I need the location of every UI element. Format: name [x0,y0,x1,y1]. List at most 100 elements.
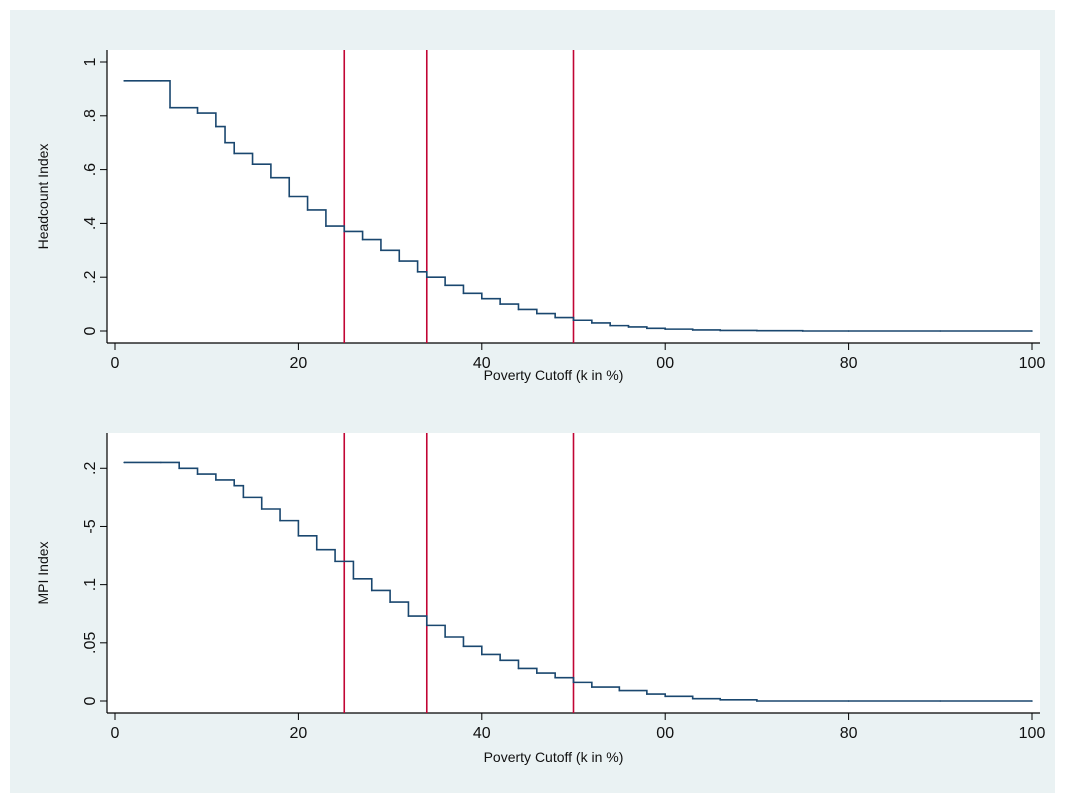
data-point [425,624,428,627]
data-point [343,230,346,233]
x-tick-label: 00 [656,355,674,372]
y-axis-title: MPI Index [35,541,51,604]
data-point [425,276,428,279]
data-point [664,328,666,330]
x-tick-label: 80 [840,725,858,742]
data-point [123,80,125,82]
data-point [178,467,180,470]
data-point [215,125,217,128]
x-tick-label: 00 [656,725,674,742]
x-tick-label: 20 [290,725,308,742]
data-point [572,319,575,322]
data-point [169,106,171,109]
x-tick-label: 0 [111,725,120,742]
data-point [1031,330,1033,332]
data-point [279,519,281,522]
data-point [939,330,942,332]
data-point [536,672,538,674]
y-axis-title: Headcount Index [35,144,51,250]
data-point [719,699,722,701]
x-tick-label: 100 [1019,355,1046,372]
x-tick-label: 40 [473,725,491,742]
data-point [297,534,300,537]
data-point [554,316,556,319]
y-tick-label: .4 [82,217,99,230]
y-tick-label: .6 [82,163,99,176]
data-point [260,508,263,510]
data-point [242,496,245,499]
data-point [352,578,355,580]
y-tick-label: 0 [82,696,99,705]
data-point [627,326,630,328]
data-point [517,667,520,670]
x-tick-label: 0 [111,355,120,372]
x-axis-title: Poverty Cutoff (k in %) [484,367,624,383]
y-tick-label: 0 [82,326,99,335]
y-tick-label: .2 [82,270,99,283]
data-point [325,225,327,227]
data-point [591,686,593,688]
x-tick-label: 80 [840,355,858,372]
data-point [389,601,391,603]
data-point [407,615,410,617]
chart-panel-headcount: 0 .2 .4 .6 .8 1 0 20 40 00 80 100 Poverty Cutoff (k … [35,50,1045,383]
data-point [618,689,621,692]
data-point [664,695,666,698]
series-line-0 [124,461,1032,702]
data-point [361,238,364,241]
data-point [591,322,593,324]
data-point [334,560,336,563]
data-point [481,653,483,656]
y-tick-label: -5 [82,519,99,533]
data-point [646,693,648,695]
data-point [444,636,446,638]
data-point [691,697,694,700]
data-point [536,312,538,315]
data-point [398,260,401,262]
chart-panel-mpi: 0 .05 .1 -5 .2 0 20 40 00 80 100 Poverty Cutoff (k … [35,433,1045,765]
data-point [1031,700,1033,702]
data-point [719,329,722,332]
data-point [756,700,758,702]
data-point [315,548,318,551]
data-point [462,645,465,648]
data-point [306,209,309,211]
data-point [517,308,520,311]
data-point [288,195,291,198]
data-point [416,271,419,273]
x-tick-label: 20 [290,355,308,372]
data-point [646,327,648,330]
data-point [481,297,483,300]
y-tick-label: .1 [82,578,99,591]
data-point [847,330,850,332]
data-point [270,176,272,179]
data-point [847,700,850,702]
data-point [251,163,254,166]
data-point [196,473,199,475]
data-point [123,461,125,464]
data-point [939,700,942,702]
data-point [801,330,804,332]
data-point [444,284,446,287]
x-tick-label: 100 [1019,725,1046,742]
data-point [691,329,694,331]
data-point [224,141,226,144]
data-point [370,589,373,592]
data-point [462,292,465,295]
y-tick-label: 1 [82,57,99,66]
data-point [756,329,758,332]
data-point [160,80,162,82]
data-point [233,484,236,487]
y-tick-label: .05 [82,632,99,654]
data-point [380,249,382,252]
data-point [499,659,501,662]
data-point [609,324,611,327]
y-tick-label: .2 [82,461,99,474]
figure: 0.2.4.6.8 1 0 20 40 00 80 100 Poverty Cutoff (k … [10,10,1055,793]
data-point [499,303,501,305]
data-point [215,479,217,481]
data-point [196,112,199,114]
x-axis-title: Poverty Cutoff (k in %) [484,749,624,765]
data-point [572,681,575,684]
